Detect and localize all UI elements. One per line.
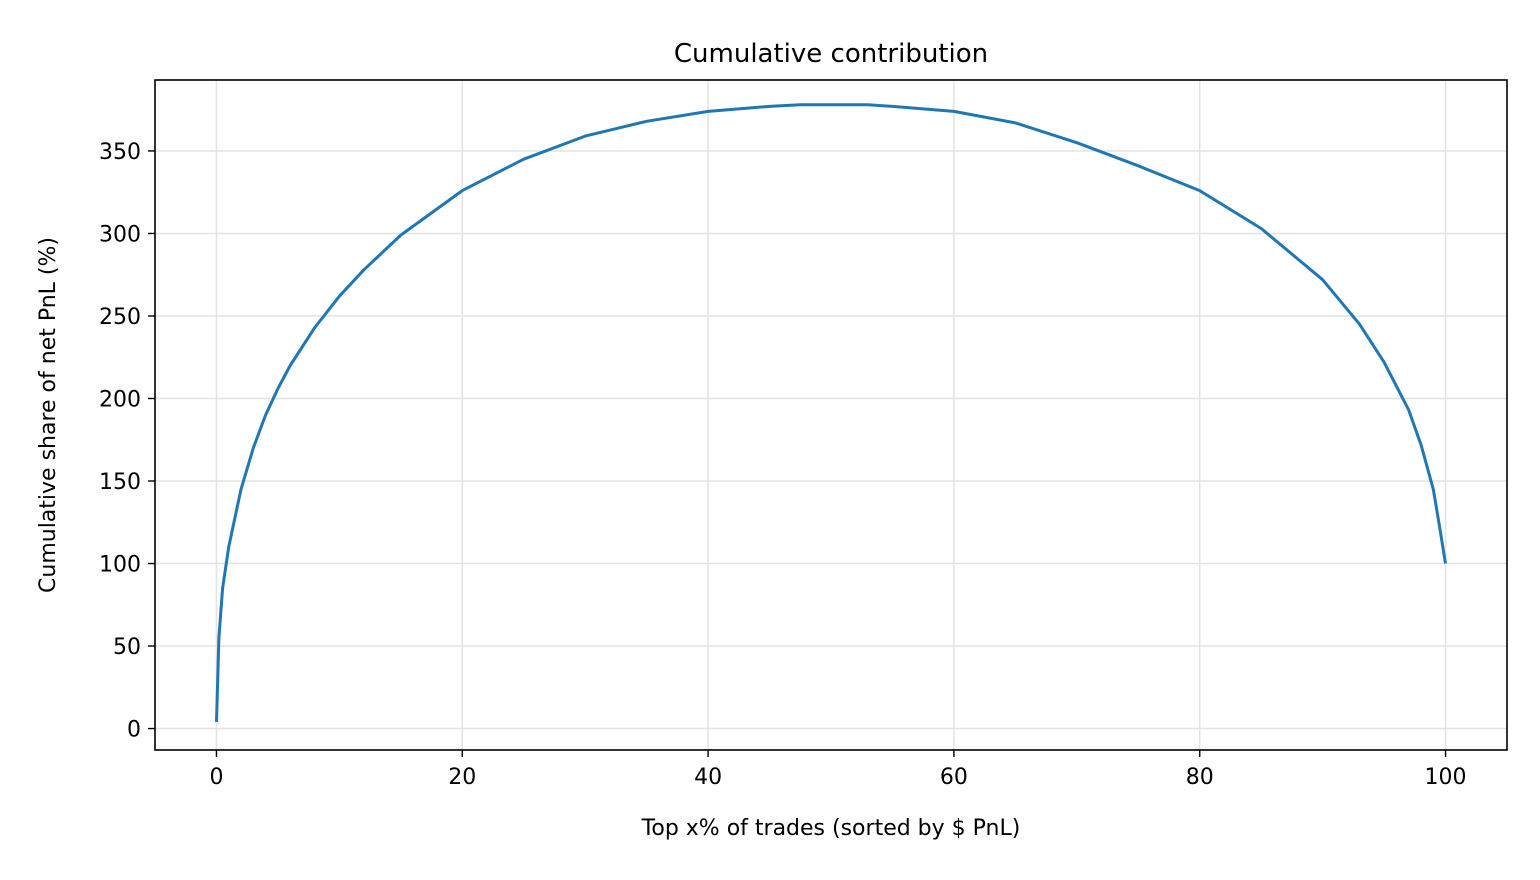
series-line — [215, 103, 1447, 722]
y-axis-title: Cumulative share of net PnL (%) — [36, 237, 61, 593]
x-tick-label: 100 — [1425, 765, 1467, 790]
y-tick-label: 50 — [113, 635, 141, 660]
y-tick-label: 350 — [99, 140, 141, 165]
y-tick-label: 150 — [99, 470, 141, 495]
x-tick-label: 40 — [694, 765, 722, 790]
x-tick-label: 80 — [1186, 765, 1214, 790]
tick-layer: 0 20 40 60 80 100 0 50 100 150 200 250 300 350 — [99, 140, 1467, 790]
x-tick-label: 0 — [209, 765, 223, 790]
y-tick-label: 250 — [99, 305, 141, 330]
x-axis-title: Top x% of trades (sorted by $ PnL) — [641, 816, 1021, 841]
x-tick-label: 60 — [940, 765, 968, 790]
plot-frame — [154, 79, 1508, 751]
y-tick-label: 200 — [99, 387, 141, 412]
x-tick-label: 20 — [448, 765, 476, 790]
grid-lines — [155, 80, 1507, 750]
y-tick-label: 0 — [127, 718, 141, 743]
chart-title: Cumulative contribution — [674, 39, 988, 69]
y-tick-label: 300 — [99, 222, 141, 247]
y-tick-label: 100 — [99, 553, 141, 578]
series-layer — [215, 103, 1447, 722]
